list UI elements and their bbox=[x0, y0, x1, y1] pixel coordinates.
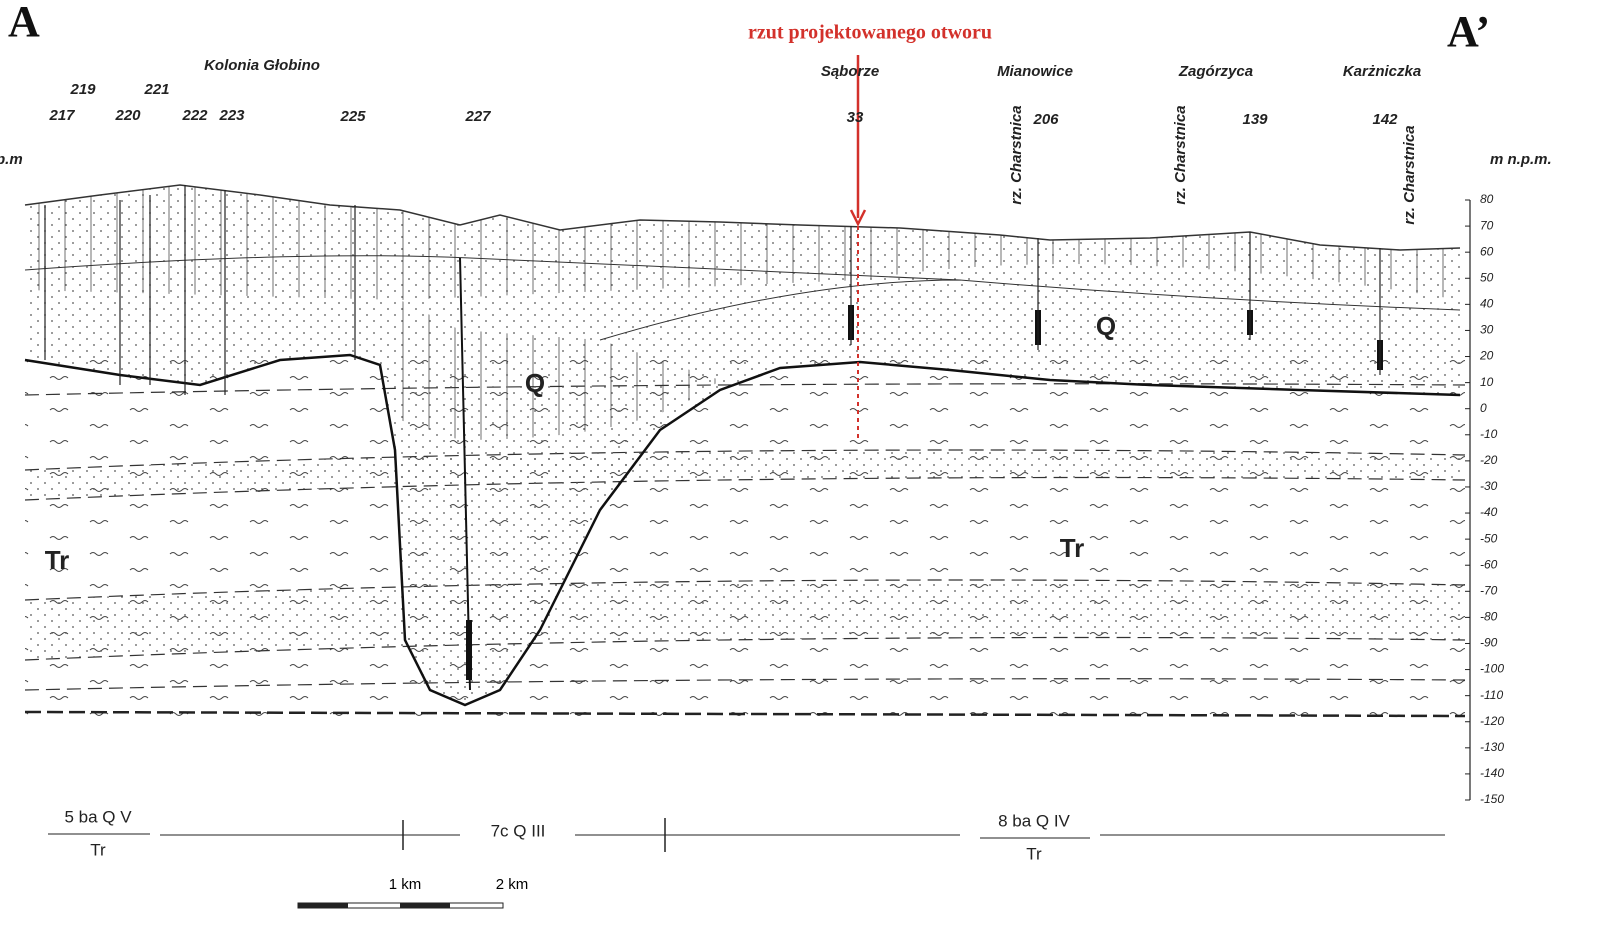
tick-label: -50 bbox=[1480, 531, 1498, 545]
tick-label: 20 bbox=[1479, 349, 1494, 363]
tick-label: -20 bbox=[1480, 453, 1498, 467]
tick-label: -70 bbox=[1480, 583, 1498, 597]
axis-label: m n.p.m. bbox=[1490, 151, 1552, 168]
tick-label: -120 bbox=[1480, 714, 1504, 728]
well-number: 221 bbox=[143, 81, 169, 98]
tick-label: -110 bbox=[1480, 688, 1503, 702]
tick-label: -80 bbox=[1480, 610, 1498, 624]
tick-label: 0 bbox=[1480, 401, 1487, 415]
annotation: rzut projektowanego otworu bbox=[748, 22, 992, 44]
place: Zagórzyca bbox=[1178, 63, 1253, 80]
legend-unit: 8 ba Q IV bbox=[998, 811, 1070, 830]
tick-label: 80 bbox=[1480, 192, 1494, 206]
tick-label: 40 bbox=[1480, 297, 1494, 311]
tick-label: -100 bbox=[1480, 662, 1504, 676]
place: Karżniczka bbox=[1343, 63, 1421, 80]
axis-ticks: 80 70 60 50 40 30 20 10 0 -10 -20 -30 -40 -50 -60 -70 -8… bbox=[1465, 192, 1504, 806]
scale-label: 2 km bbox=[496, 876, 529, 893]
river: rz. Charstnica bbox=[1172, 105, 1189, 204]
unit-label: Q bbox=[1096, 311, 1116, 341]
tick-label: 70 bbox=[1480, 218, 1494, 232]
unit-label: Tr bbox=[1060, 533, 1085, 563]
river: rz. Charstnica bbox=[1008, 105, 1025, 204]
unit-label: Q bbox=[525, 368, 545, 398]
well-number: 219 bbox=[69, 81, 96, 98]
well-number: 206 bbox=[1032, 111, 1059, 128]
well-number: 227 bbox=[464, 108, 491, 125]
well-number: 217 bbox=[48, 107, 75, 124]
legend-strip bbox=[48, 818, 1445, 852]
unit-label: Tr bbox=[45, 545, 70, 575]
cross-section: A A’ rzut projektowanego otworu Kolonia … bbox=[0, 0, 1601, 930]
legend-unit: Tr bbox=[1026, 844, 1042, 863]
tick-label: -150 bbox=[1480, 792, 1504, 806]
section-end: A’ bbox=[1447, 7, 1490, 56]
well-number: 33 bbox=[847, 109, 864, 126]
legend-unit: 5 ba Q V bbox=[64, 807, 132, 826]
well-number: 220 bbox=[114, 107, 141, 124]
axis-label: p.m bbox=[0, 151, 23, 168]
well-number: 222 bbox=[181, 107, 208, 124]
tick-label: 30 bbox=[1480, 323, 1494, 337]
tick-label: 50 bbox=[1480, 270, 1494, 284]
place: Mianowice bbox=[997, 63, 1073, 80]
place: Sąborze bbox=[821, 63, 879, 80]
section-end: A bbox=[8, 0, 40, 46]
tick-label: -30 bbox=[1480, 479, 1498, 493]
tick-label: 60 bbox=[1480, 244, 1494, 258]
tick-label: 10 bbox=[1480, 375, 1494, 389]
place: Kolonia Głobino bbox=[204, 57, 320, 74]
legend-unit: 7c Q III bbox=[491, 821, 546, 840]
well-number: 142 bbox=[1372, 111, 1398, 128]
tick-label: -40 bbox=[1480, 505, 1498, 519]
scale-bar bbox=[298, 903, 503, 908]
tick-label: -140 bbox=[1480, 766, 1504, 780]
tick-label: -90 bbox=[1480, 636, 1498, 650]
tick-label: -130 bbox=[1480, 740, 1504, 754]
tick-label: -10 bbox=[1480, 427, 1498, 441]
well-number: 139 bbox=[1242, 111, 1268, 128]
geology bbox=[25, 185, 1465, 717]
tick-label: -60 bbox=[1480, 557, 1498, 571]
scale-label: 1 km bbox=[389, 876, 422, 893]
legend-unit: Tr bbox=[90, 840, 106, 859]
river: rz. Charstnica bbox=[1401, 125, 1418, 224]
well-number: 223 bbox=[218, 107, 245, 124]
well-number: 225 bbox=[339, 108, 366, 125]
